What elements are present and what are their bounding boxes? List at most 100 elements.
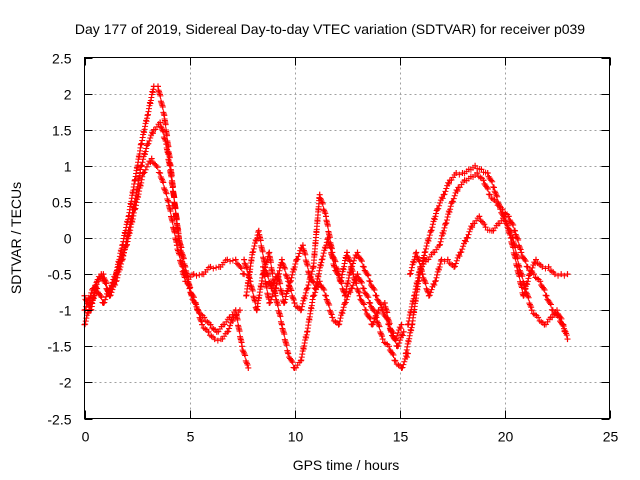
data-point-interp — [417, 265, 424, 272]
data-point-interp — [515, 242, 522, 249]
data-point-interp — [130, 212, 137, 219]
data-point-interp — [240, 348, 247, 355]
data-point-interp — [159, 103, 166, 110]
data-point — [106, 292, 113, 299]
data-point-interp — [326, 307, 333, 314]
x-tick-label: 10 — [288, 429, 304, 445]
data-point-interp — [97, 292, 104, 299]
data-point — [499, 206, 506, 213]
data-point-interp — [226, 325, 233, 332]
data-point-interp — [340, 307, 347, 314]
x-axis-label: GPS time / hours — [293, 457, 400, 473]
data-point-interp — [397, 325, 404, 332]
data-point-interp — [449, 198, 456, 205]
data-point-interp — [434, 271, 441, 278]
y-tick-label: -1.5 — [47, 339, 71, 355]
data-point-interp — [436, 263, 443, 270]
data-point — [186, 285, 193, 292]
data-point-interp — [271, 289, 278, 296]
data-point-interp — [397, 337, 404, 344]
data-point-interp — [305, 279, 312, 286]
data-point-interp — [138, 176, 145, 183]
data-point-interp — [210, 326, 217, 333]
data-point-interp — [371, 315, 378, 322]
data-point-interp — [384, 309, 391, 316]
data-point-interp — [444, 214, 451, 221]
data-point-interp — [350, 260, 356, 267]
data-point-interp — [328, 310, 335, 317]
data-point-interp — [447, 206, 454, 213]
data-point-interp — [257, 237, 264, 244]
data-point-interp — [371, 287, 378, 294]
data-point — [428, 227, 434, 234]
data-point-interp — [527, 270, 534, 277]
data-point-interp — [88, 289, 95, 296]
data-point-interp — [145, 140, 152, 147]
data-point-interp — [456, 171, 463, 178]
data-point-interp — [415, 257, 422, 264]
data-point-interp — [281, 264, 288, 271]
data-point-interp — [460, 243, 467, 250]
data-point-interp — [512, 231, 519, 238]
data-point-interp — [125, 235, 132, 242]
data-point-interp — [319, 199, 326, 206]
data-point-interp — [494, 193, 501, 200]
data-point-interp — [249, 287, 256, 294]
series-track-3 — [81, 155, 248, 314]
axis-ticks: -2.5 -2 -1.5 -1 -0.5 0 0.5 1 1.5 2 2.5 0 5 10 15 20 25 — [47, 51, 618, 445]
data-point-interp — [394, 332, 401, 339]
data-point-interp — [338, 280, 345, 287]
data-point-interp — [477, 217, 484, 224]
data-point — [249, 249, 256, 256]
data-point-interp — [121, 246, 128, 253]
data-point-interp — [359, 258, 365, 265]
data-point-interp — [319, 256, 326, 263]
data-point-interp — [342, 299, 349, 306]
data-point-interp — [528, 267, 535, 274]
data-point — [535, 314, 542, 321]
data-point-interp — [522, 258, 529, 265]
data-point-interp — [252, 298, 259, 305]
x-tick-label: 20 — [498, 429, 514, 445]
data-point-interp — [351, 276, 358, 283]
data-point-interp — [464, 234, 471, 241]
data-point-interp — [510, 222, 517, 229]
data-point-interp — [324, 297, 331, 304]
data-point-interp — [179, 268, 186, 275]
data-point-interp — [280, 261, 287, 268]
data-point-interp — [279, 291, 286, 298]
data-point-interp — [161, 135, 168, 142]
data-point-interp — [534, 275, 541, 282]
data-point-interp — [178, 244, 185, 251]
data-point-interp — [283, 273, 290, 280]
data-point-interp — [526, 300, 533, 307]
data-point-interp — [175, 230, 182, 237]
data-point-interp — [92, 282, 99, 289]
data-point-interp — [563, 332, 570, 339]
data-point-interp — [547, 300, 554, 307]
data-point-interp — [181, 273, 188, 280]
data-point-interp — [227, 258, 234, 265]
data-point-interp — [240, 349, 247, 356]
y-tick-label: -1 — [59, 303, 72, 319]
data-point — [442, 220, 449, 227]
data-point-interp — [162, 189, 169, 196]
data-point — [239, 343, 245, 350]
data-point-interp — [167, 208, 174, 215]
data-point — [241, 256, 248, 263]
data-point-interp — [438, 235, 445, 242]
data-point — [98, 271, 105, 278]
data-point-interp — [319, 200, 326, 207]
data-point-interp — [204, 318, 211, 325]
data-point — [486, 191, 493, 198]
data-point-interp — [158, 124, 165, 131]
data-point-interp — [102, 280, 109, 287]
data-point-interp — [322, 210, 329, 217]
data-point-interp — [326, 234, 333, 241]
data-point — [157, 119, 164, 126]
data-point-interp — [287, 286, 294, 293]
data-point-interp — [522, 286, 529, 293]
data-point-interp — [138, 179, 145, 186]
data-point-interp — [349, 285, 356, 292]
gridlines — [84, 57, 610, 419]
